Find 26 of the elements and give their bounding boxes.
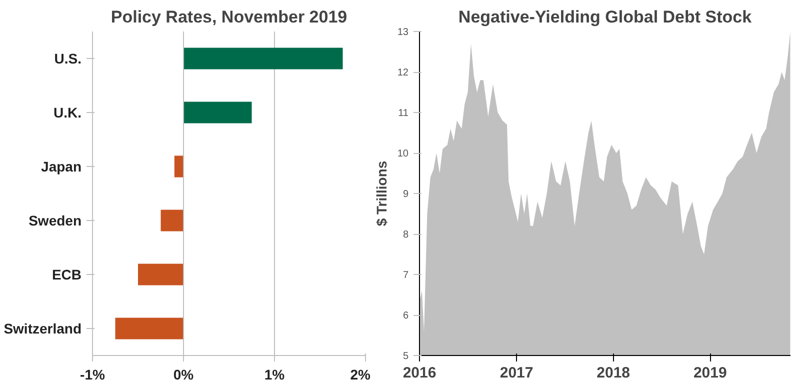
y-tick-label: 12	[397, 68, 409, 78]
x-tick-label: 1%	[264, 366, 286, 382]
y-tick-label: Switzerland	[4, 320, 82, 336]
x-tick-label: 2018	[596, 364, 630, 382]
chart-title: Policy Rates, November 2019	[110, 8, 348, 26]
y-tick-label: U.K.	[54, 104, 82, 120]
y-tick-label: U.S.	[54, 50, 82, 66]
y-tick-label: Japan	[41, 158, 82, 174]
y-tick-label: 13	[397, 27, 409, 38]
y-tick-label: 8	[402, 230, 409, 240]
y-axis-title: $ Trillions	[373, 160, 390, 226]
x-tick-label: 2019	[693, 364, 727, 382]
y-tick-label: 6	[402, 310, 409, 322]
x-tick-label: 2016	[402, 364, 436, 382]
y-tick-label: Sweden	[28, 212, 82, 228]
x-tick-label: -1%	[80, 366, 106, 382]
x-tick-label: 2%	[350, 366, 372, 382]
y-tick-label: 5	[402, 351, 409, 362]
y-tick-label: 7	[402, 270, 409, 281]
y-tick-label: ECB	[52, 266, 82, 282]
y-tick-label: 10	[397, 148, 409, 160]
x-tick-label: 0%	[173, 366, 194, 382]
chart-title: Negative-Yielding Global Debt Stock	[458, 8, 752, 26]
y-tick-label: 9	[402, 189, 409, 200]
x-tick-label: 2017	[500, 364, 534, 382]
y-tick-label: 11	[398, 108, 409, 119]
